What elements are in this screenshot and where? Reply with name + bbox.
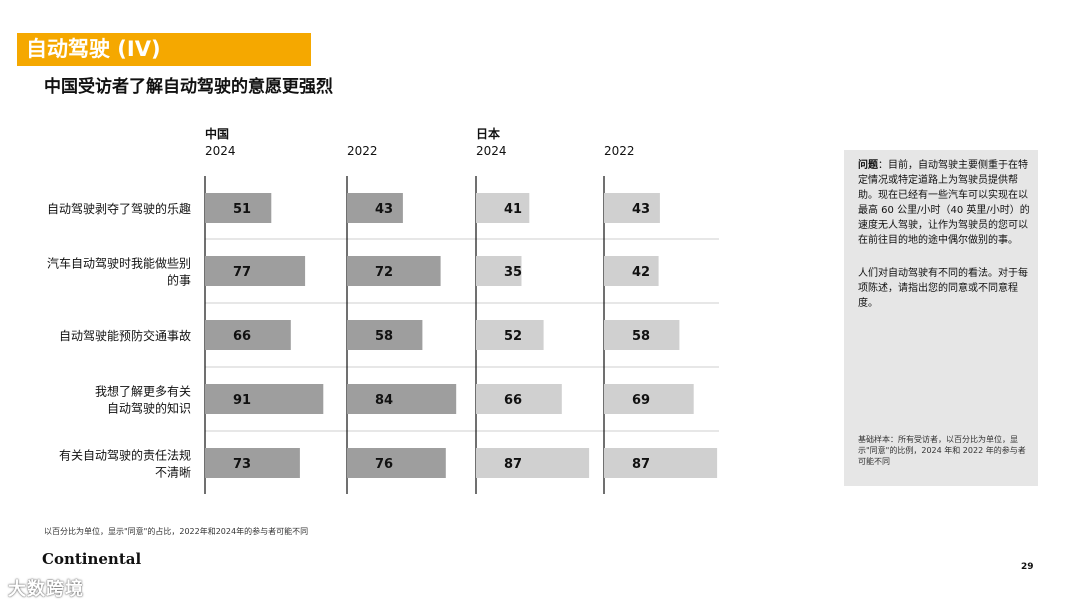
- group-year-label: 2022: [347, 144, 378, 158]
- bar-value-label: 35: [504, 265, 522, 280]
- continental-logo: Continental: [42, 550, 142, 568]
- bar-value-label: 51: [233, 202, 251, 217]
- group-year-label: 2024: [476, 144, 507, 158]
- bar-value-label: 76: [375, 457, 393, 472]
- bar-value-label: 41: [504, 202, 522, 217]
- question-body: ：目前，自动驾驶主要侧重于在特定情况或特定道路上为驾驶员提供帮助。现在已经有一些…: [858, 160, 1030, 246]
- bar-value-label: 73: [233, 457, 251, 472]
- bar: [205, 193, 272, 223]
- question-label: 问题: [858, 160, 878, 171]
- bar: [347, 448, 446, 478]
- bar: [476, 448, 590, 478]
- bar: [205, 320, 291, 350]
- bar: [604, 448, 718, 478]
- bar: [205, 384, 324, 414]
- bar-value-label: 52: [504, 329, 522, 344]
- category-label: 的事: [167, 273, 191, 288]
- bar-value-label: 87: [504, 457, 522, 472]
- bar-value-label: 84: [375, 393, 393, 408]
- category-label: 我想了解更多有关: [95, 384, 191, 399]
- category-label: 自动驾驶的知识: [107, 401, 191, 416]
- bar: [347, 256, 441, 286]
- title-bar: [17, 33, 311, 66]
- bar-value-label: 42: [632, 265, 650, 280]
- bar: [476, 193, 530, 223]
- category-label: 汽车自动驾驶时我能做些别: [47, 256, 191, 271]
- group-country-label: 日本: [476, 126, 500, 141]
- question-box: [844, 150, 1038, 486]
- bar-value-label: 58: [632, 329, 650, 344]
- watermark: 大数跨境: [8, 579, 84, 600]
- bar: [604, 193, 660, 223]
- page-title: 自动驾驶 (IV): [26, 37, 161, 61]
- category-label: 自动驾驶剥夺了驾驶的乐趣: [47, 201, 191, 216]
- bar: [347, 384, 457, 414]
- bar: [347, 193, 403, 223]
- bar-value-label: 43: [632, 202, 650, 217]
- bar: [604, 256, 659, 286]
- bar: [476, 256, 522, 286]
- bar-value-label: 58: [375, 329, 393, 344]
- bar-value-label: 66: [233, 329, 251, 344]
- base-note: 基础样本：所有受访者，以百分比为单位，显示"同意"的比例，2024 年和 202…: [858, 435, 1026, 466]
- bar-value-label: 66: [504, 393, 522, 408]
- group-year-label: 2024: [205, 144, 236, 158]
- bar-value-label: 72: [375, 265, 393, 280]
- bar: [604, 320, 680, 350]
- question-text: 问题：目前，自动驾驶主要侧重于在特定情况或特定道路上为驾驶员提供帮助。现在已经有…: [858, 158, 1030, 248]
- group-country-label: 中国: [205, 126, 229, 141]
- bar: [205, 448, 300, 478]
- bar-value-label: 77: [233, 265, 251, 280]
- footnote: 以百分比为单位，显示"同意"的占比，2022年和2024年的参与者可能不同: [44, 527, 309, 536]
- bar: [347, 320, 423, 350]
- group-year-label: 2022: [604, 144, 635, 158]
- bar-value-label: 91: [233, 393, 251, 408]
- question-note: 人们对自动驾驶有不同的看法。对于每项陈述，请指出您的同意或不同意程度。: [858, 268, 1028, 309]
- bar: [205, 256, 306, 286]
- page-number: 29: [1021, 562, 1034, 572]
- bar: [604, 384, 694, 414]
- bar: [476, 384, 562, 414]
- bar-value-label: 69: [632, 393, 650, 408]
- page-subtitle: 中国受访者了解自动驾驶的意愿更强烈: [44, 77, 333, 97]
- category-label: 有关自动驾驶的责任法规: [59, 448, 191, 463]
- category-label: 不清晰: [155, 466, 191, 480]
- bar-value-label: 87: [632, 457, 650, 472]
- category-label: 自动驾驶能预防交通事故: [59, 328, 191, 343]
- bar-value-label: 43: [375, 202, 393, 217]
- bar: [476, 320, 544, 350]
